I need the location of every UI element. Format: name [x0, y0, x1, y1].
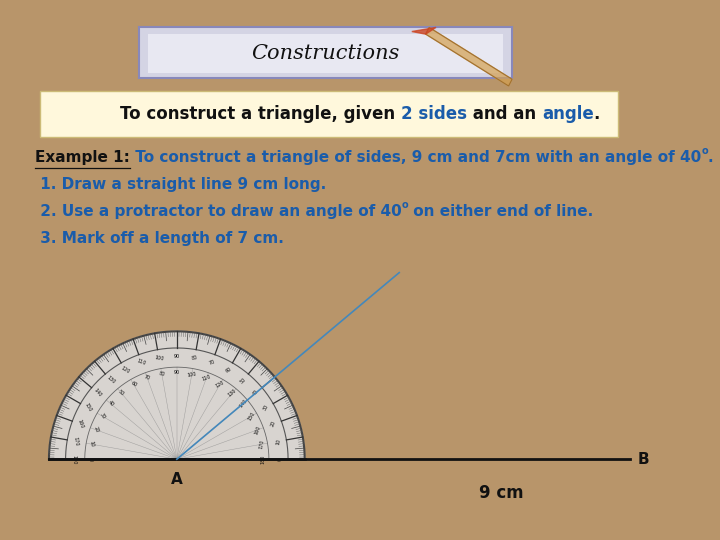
Text: Constructions: Constructions — [251, 44, 400, 63]
Polygon shape — [49, 332, 305, 459]
Text: 70: 70 — [143, 375, 151, 382]
Text: 3. Mark off a length of 7 cm.: 3. Mark off a length of 7 cm. — [35, 231, 284, 246]
Text: 180: 180 — [71, 455, 76, 464]
Text: 9 cm: 9 cm — [480, 484, 524, 502]
Text: 160: 160 — [76, 418, 84, 429]
FancyBboxPatch shape — [40, 91, 618, 137]
Text: 0: 0 — [277, 458, 282, 461]
Text: 160: 160 — [254, 424, 262, 435]
Text: B: B — [638, 452, 649, 467]
Polygon shape — [412, 28, 436, 34]
Text: o: o — [402, 200, 408, 210]
Text: 130: 130 — [105, 375, 116, 385]
Text: 30: 30 — [262, 404, 270, 411]
Text: 150: 150 — [84, 402, 92, 413]
Text: 40: 40 — [252, 389, 260, 397]
Text: 80: 80 — [158, 371, 166, 377]
Text: 1. Draw a straight line 9 cm long.: 1. Draw a straight line 9 cm long. — [35, 177, 326, 192]
Text: 100: 100 — [154, 355, 164, 361]
Text: 180: 180 — [261, 455, 266, 464]
Text: 70: 70 — [208, 359, 216, 366]
Text: .: . — [593, 105, 600, 124]
Text: 80: 80 — [192, 355, 198, 361]
Text: 120: 120 — [215, 380, 225, 389]
Text: 50: 50 — [239, 376, 247, 384]
Text: 90: 90 — [174, 354, 180, 359]
Text: angle: angle — [542, 105, 593, 124]
Text: 20: 20 — [92, 426, 99, 434]
Text: 20: 20 — [270, 420, 277, 428]
Text: 10: 10 — [275, 438, 282, 445]
FancyBboxPatch shape — [139, 28, 512, 78]
Text: 0: 0 — [88, 458, 93, 461]
FancyBboxPatch shape — [148, 33, 503, 73]
Text: 100: 100 — [186, 371, 197, 377]
Text: 170: 170 — [258, 439, 265, 449]
Text: 30: 30 — [99, 412, 106, 420]
Text: To construct a triangle of sides, 9 cm and 7cm with an angle of 40: To construct a triangle of sides, 9 cm a… — [130, 150, 701, 165]
Polygon shape — [426, 28, 512, 86]
Text: A: A — [171, 472, 183, 488]
Text: 120: 120 — [120, 366, 130, 375]
Text: 50: 50 — [117, 389, 125, 397]
Text: 140: 140 — [238, 399, 248, 409]
Text: 60: 60 — [225, 366, 233, 374]
Text: 170: 170 — [72, 436, 78, 447]
Text: 110: 110 — [136, 359, 147, 367]
Text: 40: 40 — [107, 400, 114, 408]
Text: 130: 130 — [227, 388, 238, 398]
Text: To construct a triangle, given: To construct a triangle, given — [120, 105, 401, 124]
Text: o: o — [701, 146, 708, 156]
Text: .: . — [707, 150, 713, 165]
Text: 150: 150 — [247, 411, 256, 421]
Text: 10: 10 — [89, 441, 95, 448]
Text: Example 1:: Example 1: — [35, 150, 130, 165]
Text: and an: and an — [467, 105, 542, 124]
Text: 90: 90 — [174, 370, 180, 375]
Text: 60: 60 — [130, 381, 138, 388]
Text: on either end of line.: on either end of line. — [408, 204, 593, 219]
Text: 110: 110 — [201, 374, 212, 382]
Text: 2. Use a protractor to draw an angle of 40: 2. Use a protractor to draw an angle of … — [35, 204, 402, 219]
Text: 140: 140 — [93, 388, 103, 398]
Text: 2 sides: 2 sides — [401, 105, 467, 124]
